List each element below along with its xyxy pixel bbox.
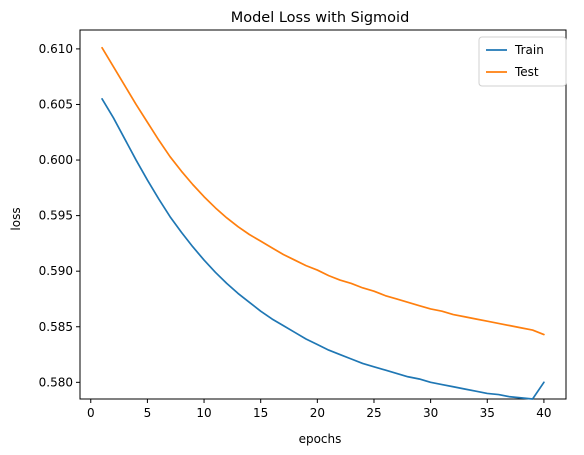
chart-title: Model Loss with Sigmoid	[231, 10, 410, 26]
y-tick-label: 0.580	[39, 375, 73, 389]
x-axis-label: epochs	[299, 432, 342, 446]
y-tick-label: 0.610	[39, 42, 73, 56]
x-tick-label: 10	[196, 406, 211, 420]
y-axis-label: loss	[9, 207, 23, 230]
x-tick-label: 0	[87, 406, 95, 420]
y-tick-label: 0.595	[39, 209, 73, 223]
legend: Train Test	[479, 37, 566, 86]
x-tick-label: 5	[144, 406, 152, 420]
x-tick-label: 35	[480, 406, 495, 420]
legend-label-train: Train	[514, 43, 544, 57]
x-tick-label: 40	[536, 406, 551, 420]
y-tick-label: 0.585	[39, 320, 73, 334]
y-tick-label: 0.605	[39, 97, 73, 111]
x-tick-label: 20	[310, 406, 325, 420]
x-tick-label: 15	[253, 406, 268, 420]
legend-label-test: Test	[514, 65, 539, 79]
x-tick-label: 25	[366, 406, 381, 420]
y-tick-label: 0.590	[39, 264, 73, 278]
y-tick-label: 0.600	[39, 153, 73, 167]
x-tick-label: 30	[423, 406, 438, 420]
